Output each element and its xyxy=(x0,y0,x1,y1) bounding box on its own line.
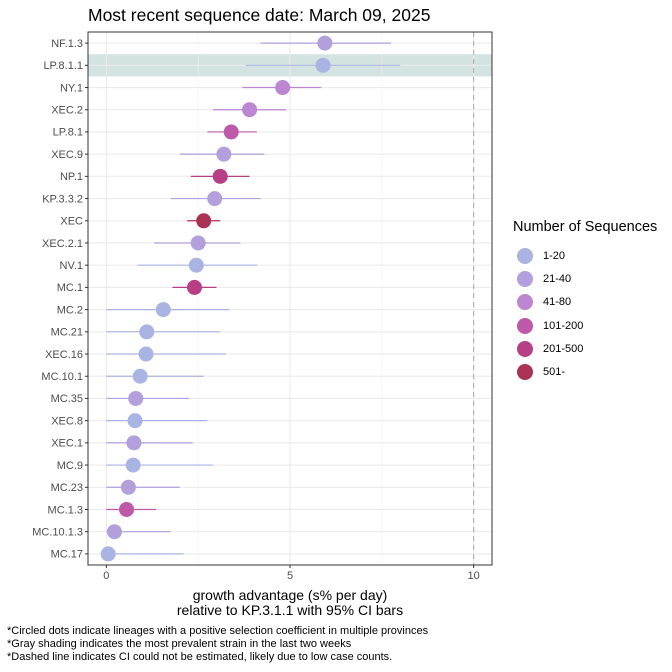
y-tick-label: MC.2 xyxy=(57,304,83,316)
x-tick-label: 5 xyxy=(287,570,293,582)
legend-label: 21-40 xyxy=(543,272,572,285)
data-point xyxy=(317,35,333,51)
y-tick-label: MC.35 xyxy=(51,393,83,405)
legend: Number of Sequences 1-20 21-40 41-80 101-20… xyxy=(513,219,657,384)
legend-label: 501- xyxy=(543,366,566,379)
data-point xyxy=(187,279,203,295)
y-tick-label: MC.10.1 xyxy=(41,371,83,383)
legend-item: 41-80 xyxy=(513,291,657,314)
y-tick-label: MC.17 xyxy=(51,549,83,561)
y-tick-label: MC.21 xyxy=(51,327,83,339)
data-point xyxy=(100,546,116,562)
chart-title: Most recent sequence date: March 09, 202… xyxy=(88,5,431,25)
legend-item: 201-500 xyxy=(513,337,657,360)
legend-label: 101-200 xyxy=(543,319,584,332)
y-tick-label: LP.8.1 xyxy=(53,127,83,139)
data-point xyxy=(207,191,223,207)
legend-item: 501- xyxy=(513,360,657,383)
legend-item: 21-40 xyxy=(513,267,657,290)
y-tick-label: NY.1 xyxy=(60,82,83,94)
y-tick-label: XEC.8 xyxy=(51,415,83,427)
data-point xyxy=(128,390,144,406)
data-point xyxy=(216,146,232,162)
data-point xyxy=(139,324,155,340)
data-point xyxy=(190,235,206,251)
legend-swatch xyxy=(517,294,533,311)
data-point xyxy=(275,80,291,96)
y-tick-label: XEC.16 xyxy=(45,349,83,361)
legend-label: 201-500 xyxy=(543,342,584,355)
legend-label: 41-80 xyxy=(543,296,572,309)
footnote-gray-shading: *Gray shading indicates the most prevale… xyxy=(7,638,352,650)
x-axis-label: growth advantage (s% per day) xyxy=(192,587,388,603)
data-point xyxy=(119,501,135,517)
data-point xyxy=(242,102,258,118)
data-point xyxy=(188,257,204,273)
data-point xyxy=(315,57,331,73)
legend-label: 1-20 xyxy=(543,249,566,262)
y-tick-label: XEC.1 xyxy=(51,438,83,450)
legend-swatch xyxy=(517,364,533,381)
y-tick-label: MC.23 xyxy=(51,482,83,494)
data-point xyxy=(155,302,171,318)
x-axis-label-subtitle: relative to KP.3.1.1 with 95% CI bars xyxy=(176,602,404,618)
legend-item: 101-200 xyxy=(513,314,657,337)
data-point xyxy=(127,413,143,429)
y-tick-label: MC.9 xyxy=(57,460,83,472)
legend-items: 1-20 21-40 41-80 101-200 201-500 501- xyxy=(513,244,657,384)
y-tick-label: XEC.9 xyxy=(51,149,83,161)
legend-swatch xyxy=(517,247,533,264)
x-tick-label: 0 xyxy=(103,570,109,582)
data-point xyxy=(106,524,122,540)
y-tick-label: KP.3.3.2 xyxy=(42,193,83,205)
y-tick-label: MC.1 xyxy=(57,282,83,294)
y-tick-label: LP.8.1.1 xyxy=(43,60,83,72)
data-point xyxy=(132,368,148,384)
legend-swatch xyxy=(517,340,533,357)
y-tick-label: XEC xyxy=(60,216,83,228)
data-point xyxy=(212,168,228,184)
y-tick-label: MC.10.1.3 xyxy=(32,526,83,538)
footnote-circled-dots: *Circled dots indicate lineages with a p… xyxy=(7,625,429,637)
data-point xyxy=(120,479,136,495)
footnote-dashed-line: *Dashed line indicates CI could not be e… xyxy=(7,651,393,663)
y-tick-label: XEC.2 xyxy=(51,105,83,117)
y-tick-label: NF.1.3 xyxy=(51,38,83,50)
y-tick-label: NV.1 xyxy=(60,260,83,272)
data-point xyxy=(138,346,154,362)
y-tick-label: NP.1 xyxy=(60,171,83,183)
legend-swatch xyxy=(517,270,533,287)
legend-title: Number of Sequences xyxy=(513,219,658,235)
y-tick-label: XEC.2.1 xyxy=(42,238,83,250)
data-point xyxy=(125,457,141,473)
x-tick-label: 10 xyxy=(468,570,480,582)
legend-item: 1-20 xyxy=(513,244,657,267)
data-point xyxy=(196,213,212,229)
data-point xyxy=(126,435,142,451)
y-tick-label: MC.1.3 xyxy=(48,504,83,516)
legend-swatch xyxy=(517,317,533,334)
data-point xyxy=(223,124,239,140)
